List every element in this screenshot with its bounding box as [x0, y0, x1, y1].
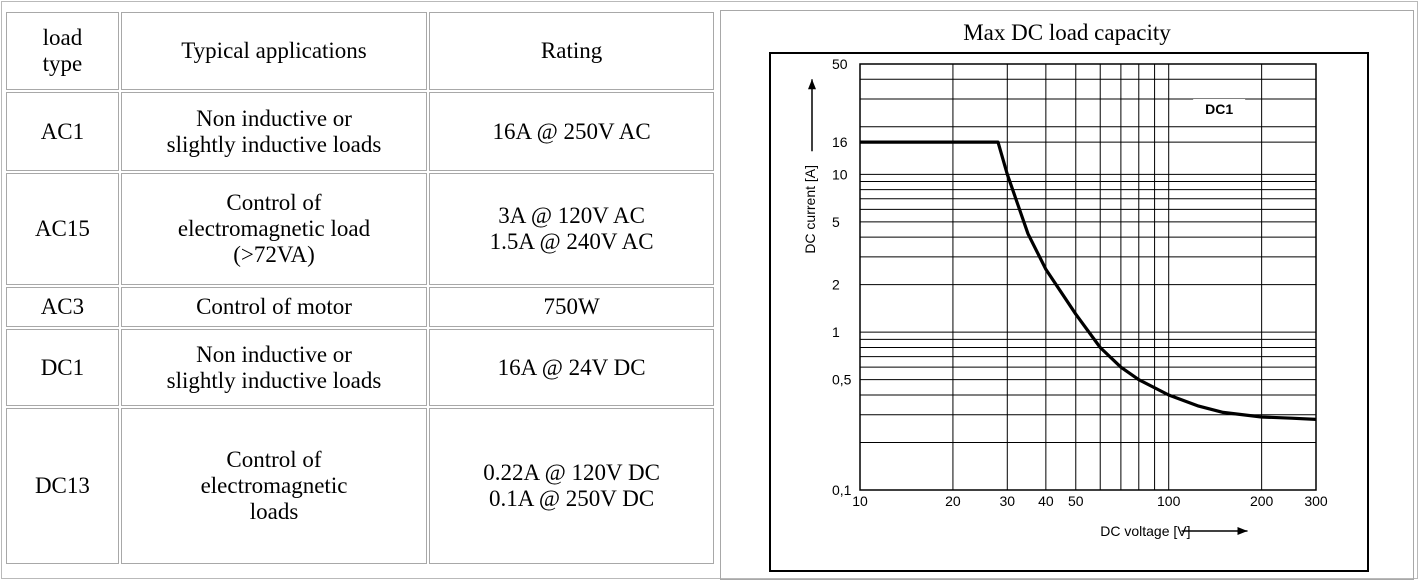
series-line-dc1	[860, 140, 1317, 421]
table-row: AC1 Non inductive or slightly inductive …	[6, 92, 714, 171]
x-tick-label: 40	[1038, 493, 1054, 509]
series-label-bg	[1193, 99, 1246, 120]
y-tick-label: 5	[832, 214, 840, 230]
x-tick-label: 200	[1250, 493, 1274, 509]
rating-cell: 16A @ 250V AC	[429, 92, 714, 171]
rating-cell: 750W	[429, 287, 714, 327]
application-cell: Control of electromagnetic load (>72VA)	[120, 173, 428, 285]
load-type-cell: DC13	[6, 408, 119, 564]
rating-cell: 16A @ 24V DC	[429, 329, 714, 406]
chart-frame	[769, 52, 1369, 572]
x-axis-label: DC voltage [V]	[1100, 523, 1190, 539]
y-tick-label: 2	[832, 277, 840, 293]
application-cell: Non inductive or slightly inductive load…	[120, 92, 428, 171]
table-row: AC15 Control of electromagnetic load (>7…	[6, 173, 714, 285]
table-row: AC3 Control of motor 750W	[6, 287, 714, 327]
load-type-cell: AC15	[6, 173, 119, 285]
table-row: DC13 Control of electromagnetic loads 0.…	[6, 408, 714, 564]
y-tick-label: 50	[832, 56, 848, 72]
y-axis-label: DC current [A]	[802, 165, 818, 254]
y-tick-label: 0,5	[832, 372, 852, 388]
y-tick-label: 0,1	[832, 482, 852, 498]
y-axis-arrowhead	[808, 79, 816, 90]
x-tick-label: 20	[945, 493, 961, 509]
load-type-cell: AC1	[6, 92, 119, 171]
table-header-row: load type Typical applications Rating	[6, 12, 714, 90]
table-row: DC1 Non inductive or slightly inductive …	[6, 329, 714, 406]
x-axis-arrowhead	[1237, 527, 1248, 535]
load-type-table: load type Typical applications Rating AC…	[4, 10, 716, 566]
chart-title: Max DC load capacity	[963, 20, 1171, 45]
chart-cell: Max DC load capacity	[720, 10, 1414, 580]
series-label: DC1	[1205, 101, 1233, 117]
header-rating: Rating	[429, 12, 714, 90]
header-typical-applications: Typical applications	[120, 12, 428, 90]
load-type-cell: DC1	[6, 329, 119, 406]
x-tick-label: 50	[1068, 493, 1084, 509]
plot-area-border	[859, 63, 1317, 491]
header-load-type: load type	[6, 12, 119, 90]
y-tick-label: 10	[832, 166, 848, 182]
x-tick-label: 300	[1304, 493, 1328, 509]
load-type-cell: AC3	[6, 287, 119, 327]
dc-load-chart: 10 20 30 40 50 100 200 300 0,1 0,5 1 2 5 10 16 50 DC vol…	[802, 56, 1328, 539]
application-cell: Non inductive or slightly inductive load…	[120, 329, 428, 406]
y-tick-label: 1	[832, 324, 840, 340]
application-cell: Control of electromagnetic loads	[120, 408, 428, 564]
x-tick-label: 10	[852, 493, 868, 509]
x-tick-label: 30	[1000, 493, 1016, 509]
rating-cell: 3A @ 120V AC 1.5A @ 240V AC	[429, 173, 714, 285]
y-tick-label: 16	[832, 134, 848, 150]
rating-cell: 0.22A @ 120V DC 0.1A @ 250V DC	[429, 408, 714, 564]
x-tick-label: 100	[1157, 493, 1181, 509]
application-cell: Control of motor	[120, 287, 428, 327]
